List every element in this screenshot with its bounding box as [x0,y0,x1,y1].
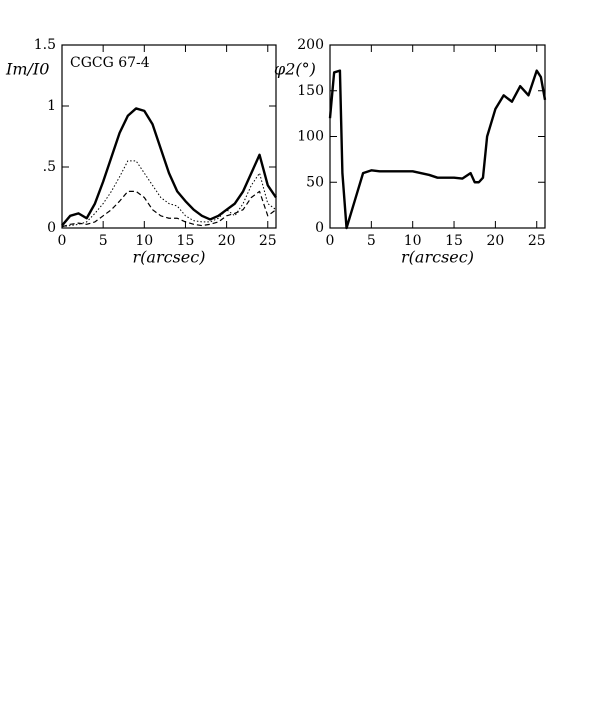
x-tick-label: 10 [404,233,422,249]
y-tick-label: 200 [297,37,324,53]
x-tick-label: 15 [445,233,463,249]
y-tick-label: 0 [47,220,56,236]
annotation: CGCG 67-4 [70,55,150,71]
x-tick-label: 0 [326,233,335,249]
y-axis-label: Im/I0 [5,60,49,79]
plot-frame [329,44,546,229]
x-axis-label: r(arcsec) [401,248,474,267]
data-line [61,107,277,227]
x-tick-label: 15 [177,233,195,249]
data-line [61,190,277,228]
y-tick-label: 1.5 [34,37,56,53]
x-tick-label: 5 [367,233,376,249]
y-tick-label: 50 [306,174,324,190]
data-line [328,69,547,230]
data-line [61,160,277,228]
x-tick-label: 25 [528,233,546,249]
y-tick-label: 1 [47,98,56,114]
x-tick-label: 25 [259,233,277,249]
x-axis-label: r(arcsec) [133,248,206,267]
y-tick-label: .5 [43,159,56,175]
y-tick-label: 0 [315,220,324,236]
plot-frame [61,44,277,229]
y-tick-label: 150 [297,83,324,99]
x-tick-label: 5 [99,233,108,249]
x-tick-label: 20 [486,233,504,249]
y-tick-label: 100 [297,129,324,145]
x-tick-label: 0 [58,233,67,249]
y-axis-label: φ2(°) [274,60,316,79]
x-tick-label: 10 [135,233,153,249]
x-tick-label: 20 [218,233,236,249]
